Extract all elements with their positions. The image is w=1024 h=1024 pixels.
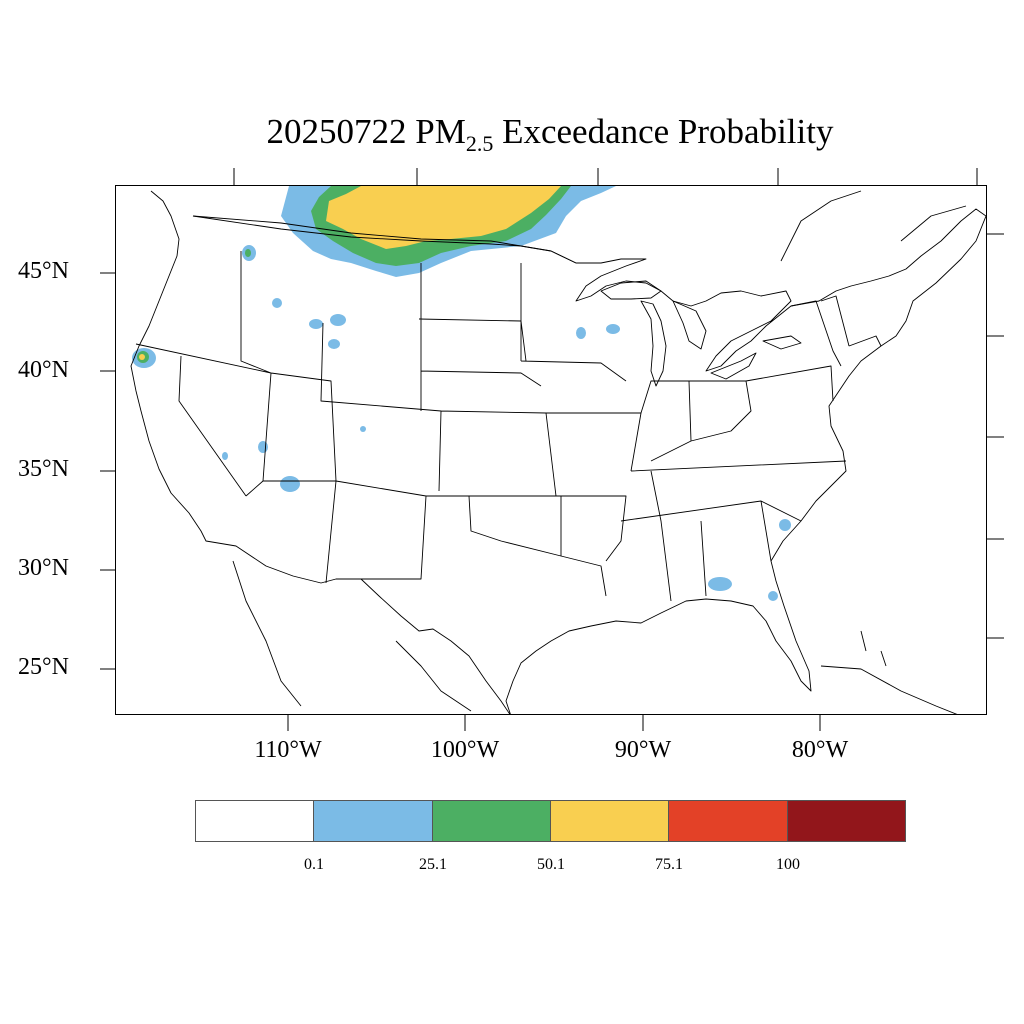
colorbar-bin-red (669, 801, 788, 841)
colorbar-label-0-1: 0.1 (304, 856, 324, 873)
title-pm: PM (415, 112, 466, 151)
lat-label-30: 30°N (18, 555, 69, 581)
lat-label-25: 25°N (18, 654, 69, 680)
lon-label-80w: 80°W (791, 737, 849, 763)
patch-wyoming-3 (328, 339, 340, 349)
baja-coast (232, 560, 302, 707)
title-rest: Exceedance Probability (502, 112, 834, 151)
us-outline (130, 190, 986, 714)
patch-utah (258, 441, 268, 453)
lat-label-35: 35°N (18, 456, 69, 482)
title-pm-subscript: 2.5 (465, 131, 494, 156)
colorbar-bin-darkred (787, 801, 905, 841)
colorbar-label-50-1: 50.1 (537, 856, 565, 873)
lake-ontario (762, 335, 802, 350)
lake-michigan (640, 300, 667, 387)
patch-wyoming-2 (330, 314, 346, 326)
patch-iowa (576, 327, 586, 339)
colorbar-label-100: 100 (776, 856, 800, 873)
colorbar-bin-green (432, 801, 551, 841)
title-date: 20250722 (266, 112, 407, 151)
map-title: 20250722 PM2.5 Exceedance Probability (0, 112, 1024, 157)
lon-label-90w: 90°W (614, 737, 672, 763)
lat-label-45: 45°N (18, 258, 69, 284)
patch-carolina (779, 519, 791, 531)
lat-label-40: 40°N (18, 357, 69, 383)
cuba (820, 665, 958, 714)
patch-california-north-yellow (139, 354, 145, 360)
patch-florida-panhandle (708, 577, 732, 591)
patch-arizona (280, 476, 300, 492)
colorbar-bin-yellow (550, 801, 670, 841)
canada-coast (780, 190, 967, 262)
us-map-svg (130, 186, 986, 714)
lon-label-110w: 110°W (254, 737, 322, 763)
lake-superior (600, 280, 662, 300)
plume-yellow-core (326, 186, 561, 249)
bahamas (860, 630, 887, 667)
colorbar-bin-white (196, 801, 315, 841)
probability-shading (132, 186, 791, 601)
patch-wisconsin (606, 324, 620, 334)
patch-florida (768, 591, 778, 601)
colorbar (195, 800, 906, 842)
patch-idaho-core (245, 249, 251, 257)
lake-erie (710, 352, 757, 380)
patch-wyoming-1 (309, 319, 323, 329)
mexico-coast (395, 640, 472, 712)
boundaries (130, 190, 986, 714)
state-borders (135, 251, 882, 602)
lon-label-100w: 100°W (430, 737, 500, 763)
canada-border (192, 215, 577, 264)
map-panel (115, 185, 987, 715)
colorbar-label-25-1: 25.1 (419, 856, 447, 873)
patch-nevada (222, 452, 228, 460)
patch-colorado (360, 426, 366, 432)
colorbar-label-75-1: 75.1 (655, 856, 683, 873)
colorbar-bin-blue (314, 801, 433, 841)
lake-huron (672, 300, 707, 350)
patch-nw-oregon (272, 298, 282, 308)
